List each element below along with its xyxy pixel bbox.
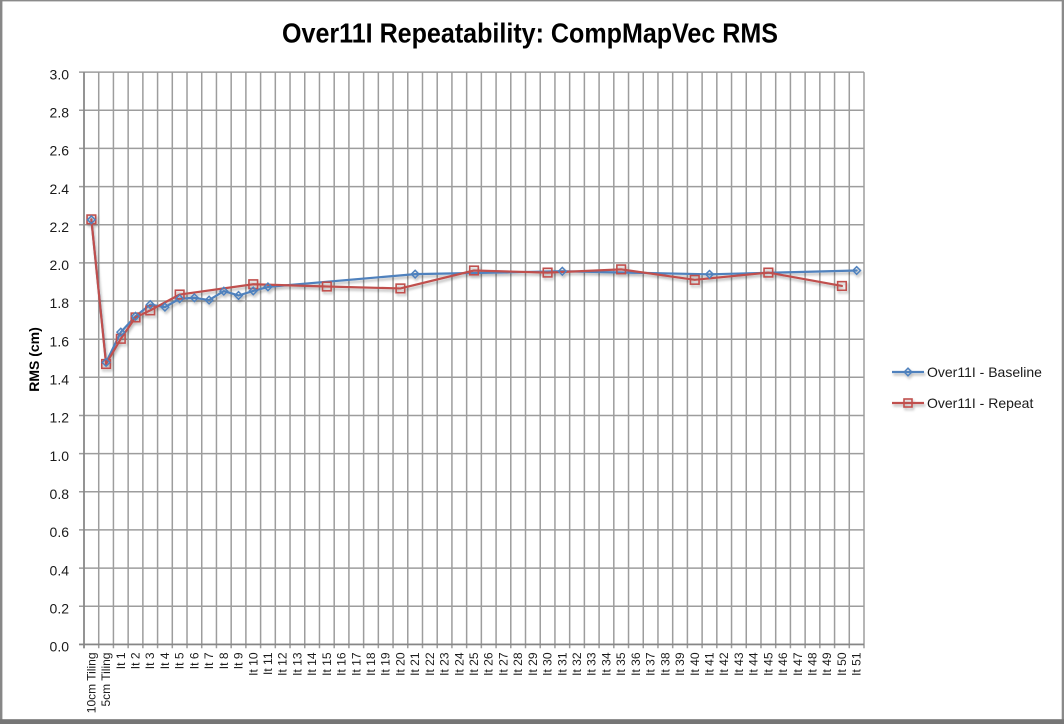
svg-text:2.8: 2.8 [50,105,70,121]
svg-text:It 9: It 9 [232,652,246,669]
svg-text:It 28: It 28 [511,652,525,676]
svg-text:It 20: It 20 [393,652,407,676]
svg-text:It 51: It 51 [850,652,864,676]
svg-text:It 24: It 24 [452,652,466,676]
svg-text:It 4: It 4 [158,652,172,669]
svg-text:It 25: It 25 [467,652,481,676]
svg-text:2.6: 2.6 [50,143,70,159]
svg-text:It 14: It 14 [305,652,319,676]
svg-text:It 32: It 32 [570,652,584,676]
svg-text:It 8: It 8 [217,652,231,669]
svg-text:It 12: It 12 [276,652,290,676]
svg-text:Over11I - Repeat: Over11I - Repeat [927,395,1033,411]
svg-text:It 30: It 30 [541,652,555,676]
svg-text:It 49: It 49 [820,652,834,676]
svg-text:It 22: It 22 [423,652,437,676]
svg-text:RMS (cm): RMS (cm) [26,327,42,392]
svg-text:0.2: 0.2 [50,600,70,616]
svg-text:It 19: It 19 [379,652,393,676]
svg-text:It 2: It 2 [129,652,143,669]
svg-text:It 23: It 23 [438,652,452,676]
svg-text:1.2: 1.2 [50,410,70,426]
svg-text:It 21: It 21 [408,652,422,676]
svg-text:2.0: 2.0 [50,257,70,273]
svg-text:It 6: It 6 [187,652,201,669]
svg-text:It 33: It 33 [585,652,599,676]
svg-text:It 5: It 5 [173,652,187,669]
svg-text:1.0: 1.0 [50,448,70,464]
svg-text:It 10: It 10 [246,652,260,676]
svg-text:It 13: It 13 [290,652,304,676]
svg-text:It 34: It 34 [599,652,613,676]
svg-text:5cm Tiling: 5cm Tiling [99,653,113,707]
svg-text:It 17: It 17 [349,652,363,676]
svg-text:It 7: It 7 [202,652,216,669]
svg-text:It 16: It 16 [335,652,349,676]
svg-text:1.6: 1.6 [50,333,70,349]
svg-text:0.8: 0.8 [50,486,70,502]
svg-text:1.8: 1.8 [50,295,70,311]
svg-text:It 47: It 47 [791,652,805,676]
svg-text:It 37: It 37 [644,652,658,676]
svg-text:It 39: It 39 [673,652,687,676]
svg-text:It 29: It 29 [526,652,540,676]
svg-text:It 50: It 50 [835,652,849,676]
svg-text:2.4: 2.4 [50,181,70,197]
svg-text:It 45: It 45 [761,652,775,676]
svg-text:It 46: It 46 [776,652,790,676]
svg-text:It 36: It 36 [629,652,643,676]
svg-text:It 35: It 35 [614,652,628,676]
svg-text:It 43: It 43 [732,652,746,676]
svg-text:It 38: It 38 [658,652,672,676]
svg-text:It 1: It 1 [114,652,128,669]
svg-text:It 31: It 31 [555,652,569,676]
svg-text:1.4: 1.4 [50,372,70,388]
svg-text:10cm Tiling: 10cm Tiling [84,653,98,714]
svg-text:It 18: It 18 [364,652,378,676]
svg-text:It 26: It 26 [482,652,496,676]
svg-text:It 48: It 48 [805,652,819,676]
svg-text:0.4: 0.4 [50,562,70,578]
svg-text:It 44: It 44 [747,652,761,676]
svg-text:0.0: 0.0 [50,639,70,655]
svg-text:It 3: It 3 [143,652,157,669]
svg-text:It 15: It 15 [320,652,334,676]
svg-text:2.2: 2.2 [50,219,70,235]
svg-text:It 40: It 40 [688,652,702,676]
svg-text:Over11I Repeatability: CompMap: Over11I Repeatability: CompMapVec RMS [282,18,778,49]
svg-text:It 41: It 41 [702,652,716,676]
svg-text:0.6: 0.6 [50,524,70,540]
svg-text:3.0: 3.0 [50,66,70,82]
svg-text:It 27: It 27 [496,652,510,676]
svg-text:It 11: It 11 [261,652,275,675]
svg-text:It 42: It 42 [717,652,731,676]
svg-text:Over11I - Baseline: Over11I - Baseline [927,364,1042,380]
